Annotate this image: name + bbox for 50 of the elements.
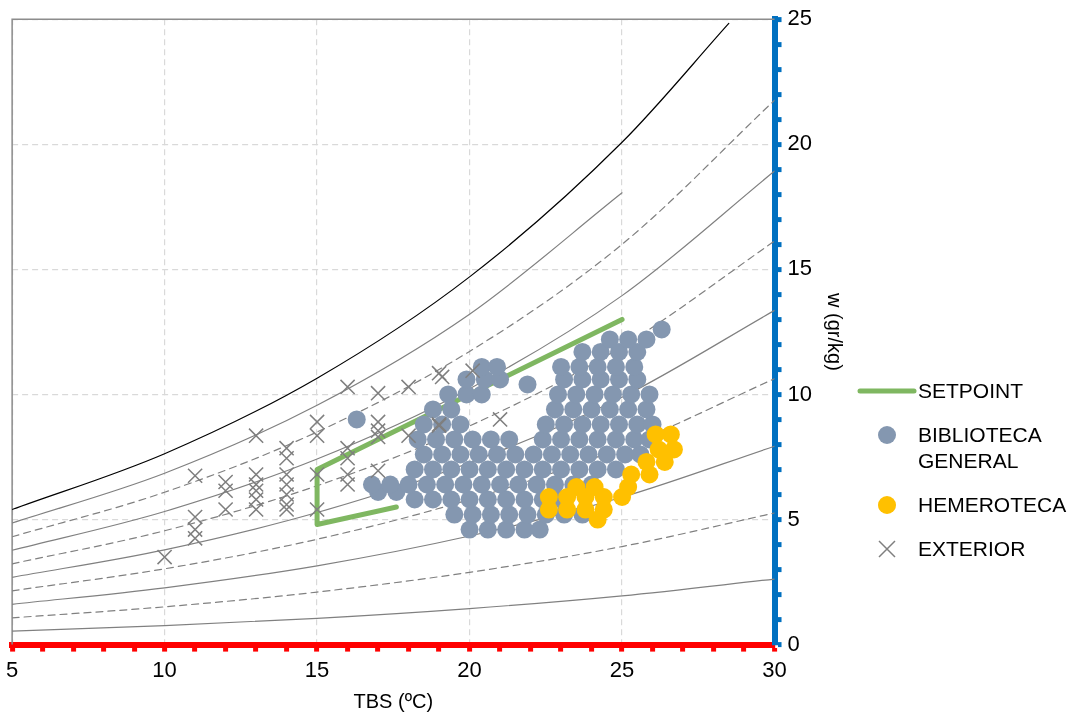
- point: [431, 365, 447, 381]
- point: [400, 379, 417, 395]
- point: [248, 427, 264, 444]
- y-tick-label: 10: [787, 380, 813, 406]
- legend-label: EXTERIOR: [918, 536, 1027, 562]
- point: [187, 530, 203, 547]
- point: [339, 379, 356, 395]
- y-tick-label: 20: [787, 130, 813, 156]
- y-tick-label: 5: [787, 505, 800, 531]
- x-tick-label: 30: [762, 656, 787, 682]
- point: [339, 476, 356, 493]
- point: [370, 462, 386, 479]
- point: [278, 440, 295, 457]
- point: [661, 425, 680, 444]
- x-tick-label: 15: [304, 656, 330, 682]
- legend-label: HEMEROTECA: [918, 492, 1068, 518]
- x-tick-label: 5: [5, 656, 19, 682]
- y-tick-label: 15: [787, 255, 813, 281]
- legend-label: SETPOINT: [918, 378, 1024, 404]
- point: [217, 482, 234, 499]
- y-tick-label: 25: [787, 5, 813, 31]
- point: [309, 466, 325, 483]
- point: [309, 501, 325, 518]
- line-series: [12, 22, 730, 511]
- point: [370, 385, 386, 402]
- point: [492, 411, 508, 428]
- point: [622, 465, 641, 484]
- legend-label: BIBLIOTECA GENERAL: [918, 422, 1043, 474]
- x-axis-title: TBS (ºC): [353, 689, 434, 712]
- x-tick-label: 25: [609, 656, 635, 682]
- point: [278, 496, 295, 513]
- point: [217, 501, 234, 518]
- point: [217, 474, 234, 490]
- point: [464, 362, 481, 379]
- point: [156, 549, 173, 565]
- point: [588, 510, 607, 529]
- point: [400, 427, 417, 444]
- x-tick-label: 20: [457, 656, 482, 682]
- point: [370, 422, 386, 439]
- y-tick-label: 0: [787, 630, 800, 656]
- point: [278, 476, 295, 493]
- point: [664, 440, 683, 459]
- y-axis-title: w (gr/kg): [824, 292, 847, 371]
- point: [646, 425, 665, 444]
- point: [434, 369, 450, 385]
- point: [339, 440, 356, 457]
- x-tick-label: 10: [152, 656, 177, 682]
- point: [248, 501, 264, 518]
- point: [637, 452, 656, 471]
- point: [187, 467, 203, 484]
